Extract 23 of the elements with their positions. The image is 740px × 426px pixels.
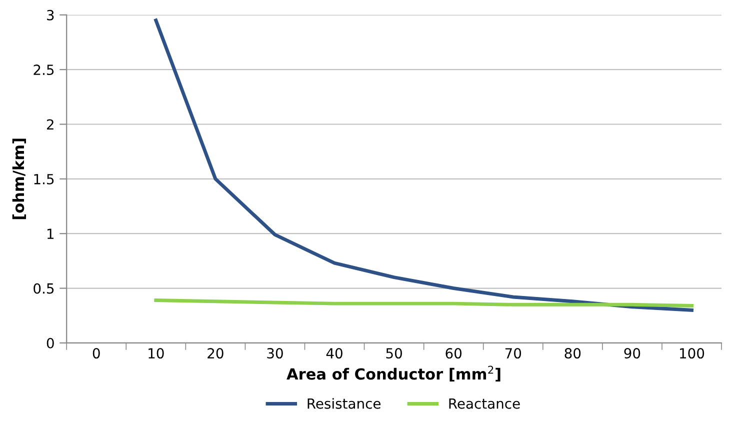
line-series <box>154 18 694 312</box>
x-tick-label: 50 <box>386 348 402 359</box>
x-tick-label: 80 <box>564 348 581 359</box>
x-tick-label: 20 <box>208 348 224 359</box>
x-tick-label: 60 <box>446 348 462 359</box>
y-axis-title: [ohm/km] <box>12 138 26 220</box>
y-tick-label: 2.5 <box>34 64 54 76</box>
y-tick-label: 3 <box>47 10 54 20</box>
y-tick-label: 0 <box>46 338 54 348</box>
y-tick-label: 2 <box>46 119 54 130</box>
x-tick-label: 90 <box>624 348 640 359</box>
x-tick-label: 0 <box>92 348 100 359</box>
y-tick-label: 1.5 <box>34 174 54 184</box>
x-tick-label: 10 <box>148 348 164 359</box>
legend-label: Reactance <box>449 398 520 409</box>
x-tick-label: 30 <box>267 348 283 359</box>
x-tick-label: 70 <box>505 348 522 359</box>
legend-label: Resistance <box>308 398 381 409</box>
x-tick-label: 40 <box>326 348 342 359</box>
x-tick-label: 100 <box>680 348 704 359</box>
y-tick-label: 1 <box>47 228 54 239</box>
x-axis-title: Area of Conductor [mm$^{2}$] <box>286 366 500 382</box>
y-tick-label: 0.5 <box>34 283 54 294</box>
